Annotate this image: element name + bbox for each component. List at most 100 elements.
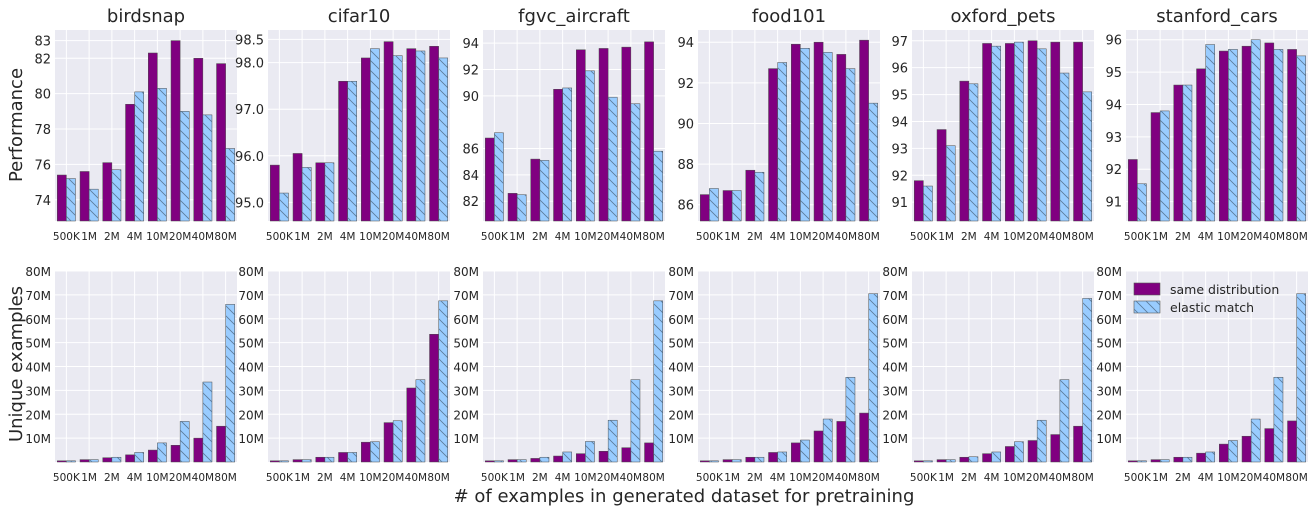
y-tick-label: 20M xyxy=(882,408,908,422)
bar-same-distribution-40M xyxy=(621,447,632,463)
bar-same-distribution-10M xyxy=(361,57,371,222)
y-tick-label: 74 xyxy=(34,194,51,209)
bar-elastic-match-hatch-10M xyxy=(1014,42,1024,221)
bar-same-distribution-1M xyxy=(292,153,303,222)
y-tick-label: 76 xyxy=(34,158,51,173)
x-tick-label: 20M xyxy=(169,472,191,484)
panel-title: fgvc_aircraft xyxy=(518,6,630,27)
y-tick-label: 10M xyxy=(668,432,694,446)
bar-same-distribution-1M xyxy=(722,459,733,463)
bar-elastic-match-hatch-20M xyxy=(1037,48,1047,221)
bar-same-distribution-4M xyxy=(338,452,348,463)
bar-elastic-match-hatch-10M xyxy=(1228,440,1238,462)
bar-same-distribution-500K xyxy=(1128,460,1138,463)
bar-same-distribution-40M xyxy=(621,46,632,222)
y-tick-label: 70M xyxy=(238,289,264,303)
bar-elastic-match-hatch-10M xyxy=(585,441,595,462)
bar-elastic-match-hatch-10M xyxy=(585,70,595,222)
bar-elastic-match-hatch-4M xyxy=(1205,44,1215,221)
x-tick-label: 80M xyxy=(857,231,879,243)
bar-elastic-match-hatch-2M xyxy=(539,160,549,221)
y-tick-label: 91 xyxy=(891,196,908,211)
y-tick-label: 50M xyxy=(882,337,908,351)
y-tick-label: 92 xyxy=(677,77,694,92)
y-tick-label: 80M xyxy=(453,265,479,279)
bar-same-distribution-40M xyxy=(836,54,847,222)
bar-same-distribution-20M xyxy=(1241,435,1252,463)
y-tick-label: 98.0 xyxy=(235,57,264,72)
y-tick-label: 91 xyxy=(1105,196,1122,211)
x-tick-label: 4M xyxy=(984,472,1000,484)
bar-same-distribution-40M xyxy=(193,437,204,463)
bar-elastic-match-hatch-4M xyxy=(991,451,1001,462)
x-tick-label: 40M xyxy=(620,231,642,243)
bar-elastic-match-hatch-10M xyxy=(800,440,810,462)
x-tick-label: 2M xyxy=(747,472,763,484)
panel-title: food101 xyxy=(752,6,826,27)
x-tick-label: 10M xyxy=(359,231,381,243)
y-tick-label: 30M xyxy=(1096,384,1122,398)
bar-same-distribution-2M xyxy=(745,169,756,222)
bar-elastic-match-hatch-40M xyxy=(202,114,212,221)
bar-elastic-match-hatch-500K xyxy=(923,460,933,462)
panel-title: stanford_cars xyxy=(1156,6,1277,27)
bar-same-distribution-80M xyxy=(859,39,869,222)
bar-elastic-match-hatch-4M xyxy=(1205,451,1215,462)
y-tick-label: 96.0 xyxy=(235,150,264,165)
x-tick-label: 500K xyxy=(1124,472,1152,484)
bar-elastic-match-hatch-10M xyxy=(800,48,810,222)
x-tick-label: 4M xyxy=(984,231,1000,243)
y-tick-label: 97 xyxy=(891,35,908,50)
bar-elastic-match-hatch-80M xyxy=(1296,293,1306,462)
x-tick-label: 1M xyxy=(294,472,310,484)
x-tick-label: 80M xyxy=(1071,231,1093,243)
bar-elastic-match-hatch-4M xyxy=(991,46,1001,222)
x-tick-label: 500K xyxy=(53,472,81,484)
x-tick-label: 20M xyxy=(169,231,191,243)
y-tick-label: 80 xyxy=(34,88,51,103)
bar-elastic-match-hatch-10M xyxy=(1014,441,1024,462)
y-tick-label: 60M xyxy=(668,313,694,327)
bar-same-distribution-500K xyxy=(914,460,924,463)
y-tick-label: 40M xyxy=(882,361,908,375)
x-tick-label: 40M xyxy=(405,472,427,484)
x-tick-label: 20M xyxy=(812,472,834,484)
y-tick-label: 94 xyxy=(1105,98,1122,113)
x-tick-label: 500K xyxy=(910,472,938,484)
y-tick-label: 70M xyxy=(453,289,479,303)
bar-same-distribution-4M xyxy=(553,455,563,463)
bar-elastic-match-hatch-2M xyxy=(539,457,549,462)
bar-elastic-match-hatch-1M xyxy=(732,459,742,462)
y-tick-label: 10M xyxy=(238,432,264,446)
bar-elastic-match-hatch-1M xyxy=(517,459,527,462)
bar-same-distribution-10M xyxy=(148,52,158,222)
bar-same-distribution-20M xyxy=(1027,40,1038,222)
x-tick-label: 2M xyxy=(317,472,333,484)
bar-elastic-match-hatch-4M xyxy=(347,81,357,222)
bar-elastic-match-hatch-40M xyxy=(415,379,425,462)
x-tick-label: 80M xyxy=(1285,231,1307,243)
bar-same-distribution-80M xyxy=(644,442,654,463)
bar-elastic-match-hatch-2M xyxy=(968,83,978,221)
bar-same-distribution-40M xyxy=(193,58,204,222)
x-tick-label: 4M xyxy=(127,231,143,243)
x-tick-label: 10M xyxy=(1217,231,1239,243)
x-tick-label: 500K xyxy=(481,472,509,484)
bar-elastic-match-hatch-80M xyxy=(653,151,663,221)
x-tick-label: 10M xyxy=(1003,231,1025,243)
bar-elastic-match-hatch-500K xyxy=(66,178,76,221)
bar-elastic-match-hatch-1M xyxy=(946,145,956,221)
x-tick-label: 4M xyxy=(1198,231,1214,243)
y-tick-label: 70M xyxy=(882,289,908,303)
bar-elastic-match-hatch-20M xyxy=(823,52,833,222)
bar-same-distribution-80M xyxy=(1287,420,1297,463)
y-tick-label: 60M xyxy=(453,313,479,327)
x-tick-label: 10M xyxy=(1003,472,1025,484)
bar-elastic-match-hatch-500K xyxy=(923,186,933,221)
x-tick-label: 1M xyxy=(509,472,525,484)
y-tick-label: 40M xyxy=(453,361,479,375)
y-tick-label: 96 xyxy=(1105,34,1122,49)
